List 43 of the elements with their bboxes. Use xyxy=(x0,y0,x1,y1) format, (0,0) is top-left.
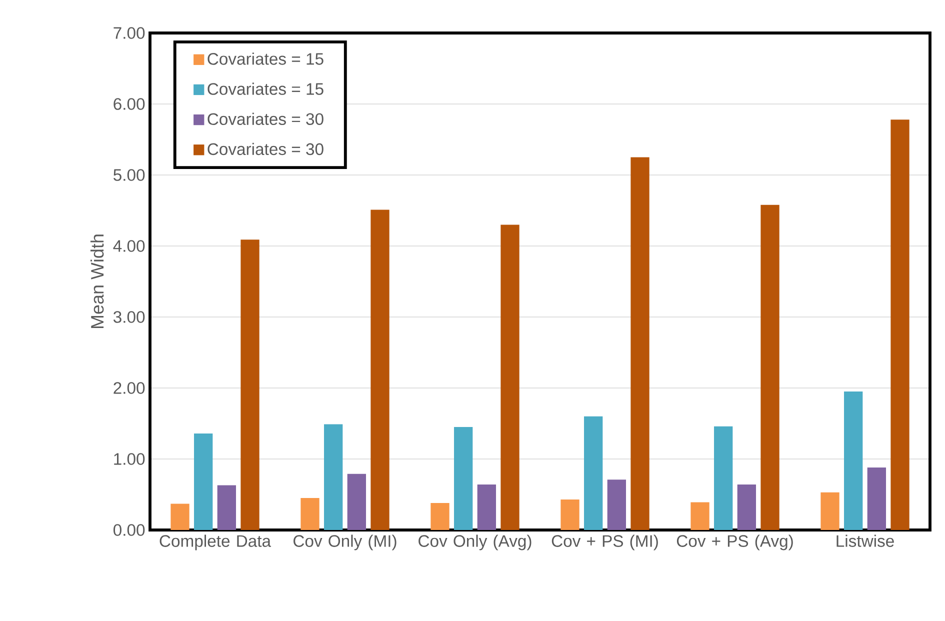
y-tick-label: 0.00 xyxy=(114,524,145,536)
y-tick-label: 7.00 xyxy=(114,27,145,39)
legend-label: Covariates = 30 xyxy=(208,112,324,125)
bar xyxy=(890,120,910,530)
y-tick-label: 2.00 xyxy=(114,382,145,394)
x-tick-label: Cov + PS (MI) xyxy=(552,534,658,550)
bar xyxy=(370,210,390,530)
y-tick-label: 1.00 xyxy=(114,453,145,465)
bar xyxy=(584,416,603,530)
legend-label: Covariates = 15 xyxy=(208,82,324,95)
bar xyxy=(194,433,213,530)
bar xyxy=(347,474,366,530)
bar xyxy=(477,484,496,530)
bar xyxy=(714,426,733,530)
bar xyxy=(300,498,320,530)
y-tick-label: 4.00 xyxy=(113,240,145,252)
x-tick-label: Cov Only (Avg) xyxy=(418,534,532,550)
bar xyxy=(217,485,236,530)
bar xyxy=(324,424,343,530)
y-tick-label: 3.00 xyxy=(113,311,145,323)
bar xyxy=(737,484,756,530)
bar xyxy=(430,503,450,530)
bar xyxy=(690,502,710,530)
legend-label: Covariates = 30 xyxy=(208,142,324,156)
bar xyxy=(760,204,780,530)
x-tick-label: Complete Data xyxy=(160,534,272,550)
bar xyxy=(560,499,580,530)
bar xyxy=(500,224,520,530)
y-tick-label: 5.00 xyxy=(114,169,145,181)
y-axis-title: Mean Width xyxy=(90,234,104,328)
bar xyxy=(630,157,650,530)
bar xyxy=(867,468,886,530)
bar xyxy=(844,392,863,530)
bar xyxy=(454,427,473,530)
x-tick-label: Cov Only (MI) xyxy=(294,534,396,550)
bar xyxy=(170,504,190,530)
bar xyxy=(607,480,626,530)
bar xyxy=(820,492,840,530)
x-tick-label: Cov + PS (Avg) xyxy=(676,534,793,550)
x-tick-label: Listwise xyxy=(836,534,894,547)
legend-label: Covariates = 15 xyxy=(208,52,324,65)
bar xyxy=(240,240,260,530)
y-tick-label: 6.00 xyxy=(114,98,145,110)
